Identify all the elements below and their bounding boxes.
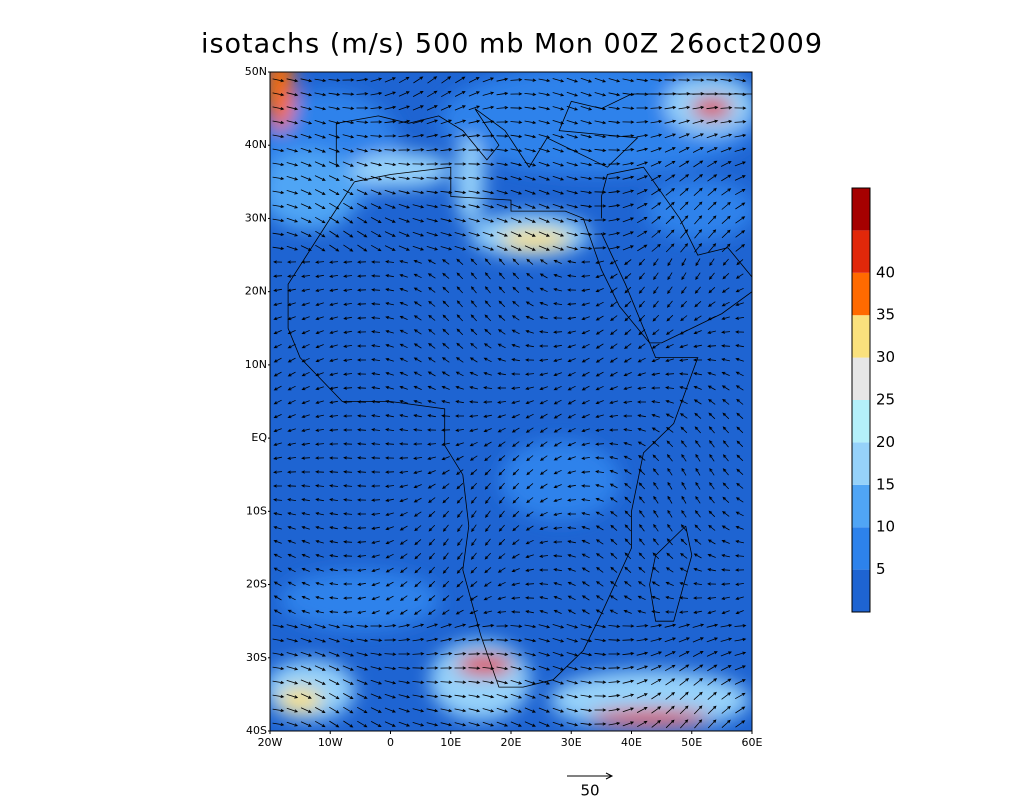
colorbar-box xyxy=(852,484,870,528)
colorbar-box xyxy=(852,569,870,612)
colorbar-box xyxy=(852,442,870,485)
lat-label: 30N xyxy=(245,211,267,224)
coastline xyxy=(287,93,752,688)
lon-label: 20W xyxy=(258,736,283,749)
colorbar-box xyxy=(852,272,870,316)
colorbar-label: 30 xyxy=(876,348,895,366)
lon-label: 10W xyxy=(318,736,343,749)
latitude-labels: 50N 40N 30N 20N 10N EQ 10S 20S 30S 40S xyxy=(245,65,270,737)
lon-label: 60E xyxy=(742,736,763,749)
colorbar-box xyxy=(852,400,870,443)
lat-label: 30S xyxy=(246,651,267,664)
reference-label: 50 xyxy=(580,782,599,800)
colorbar-box xyxy=(852,188,870,231)
colorbar-label: 15 xyxy=(876,475,895,493)
lat-label: 10N xyxy=(245,358,267,371)
colorbar-box xyxy=(852,527,870,570)
lon-label: 50E xyxy=(681,736,702,749)
title: isotachs (m/s) 500 mb Mon 00Z 26oct2009 xyxy=(201,29,823,60)
wind-vectors xyxy=(272,76,747,729)
reference-arrow-head xyxy=(605,772,614,780)
colorbar-label: 10 xyxy=(876,518,895,536)
lat-label: 40S xyxy=(246,724,267,737)
lon-label: 40E xyxy=(621,736,642,749)
colorbar-box xyxy=(852,230,870,273)
colorbar-label: 40 xyxy=(876,263,895,281)
colorbar-label: 25 xyxy=(876,391,895,409)
lat-label: 20N xyxy=(245,285,267,298)
colorbar-label: 5 xyxy=(876,560,886,578)
colorbar-frame xyxy=(851,187,871,613)
colorbar-box xyxy=(852,357,870,400)
lon-label: 10E xyxy=(440,736,461,749)
lon-label: 0 xyxy=(387,736,394,749)
longitude-labels: 20W 10W 0 10E 20E 30E 40E 50E 60E xyxy=(258,731,763,749)
colorbar-box xyxy=(852,315,870,358)
lat-label: 40N xyxy=(245,138,267,151)
colorbar-label: 35 xyxy=(876,306,895,324)
lat-label: 20S xyxy=(246,578,267,591)
wind-field xyxy=(270,72,752,731)
lon-label: 30E xyxy=(561,736,582,749)
lon-label: 20E xyxy=(501,736,522,749)
lat-label: EQ xyxy=(251,431,267,444)
lat-label: 10S xyxy=(246,504,267,517)
colorbar-label: 20 xyxy=(876,433,895,451)
lat-label: 50N xyxy=(245,65,267,78)
colorbar: 5 10 15 20 25 30 35 40 xyxy=(851,187,895,613)
